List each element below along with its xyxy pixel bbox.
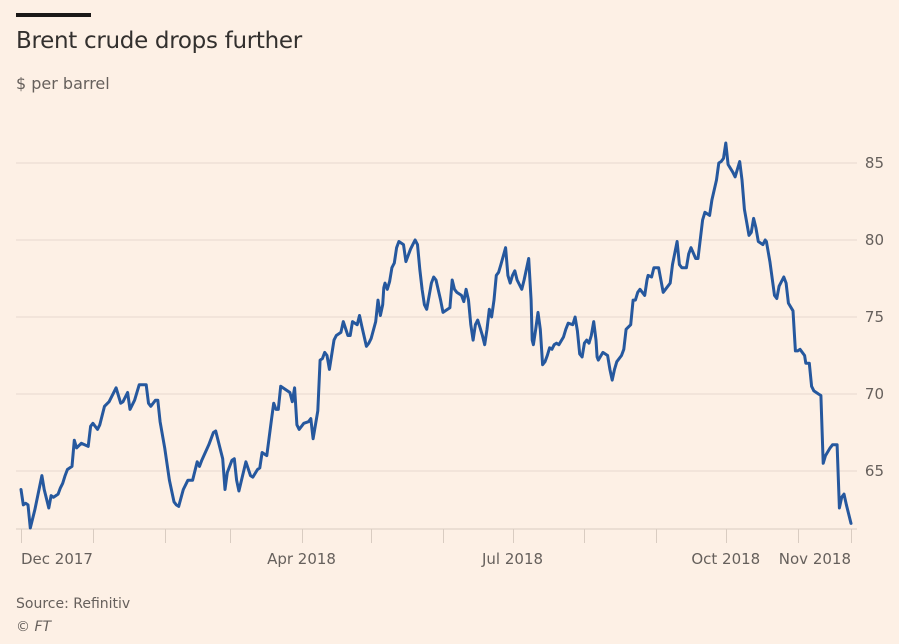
- y-tick-label-85: 85: [865, 154, 884, 172]
- y-tick-label-70: 70: [865, 385, 884, 403]
- series-layer: [19, 141, 853, 530]
- line-chart: 65 70 75 80 85 Dec 2017 Apr 2018 Jul 2018 Oct 2…: [16, 141, 884, 568]
- x-tick-label: Dec 2017: [21, 550, 93, 568]
- x-tick-label: Nov 2018: [779, 550, 851, 568]
- copyright-note: © FT: [16, 619, 52, 635]
- x-axis: Dec 2017 Apr 2018 Jul 2018 Oct 2018 Nov 2018: [16, 528, 857, 568]
- chart-subtitle: $ per barrel: [16, 74, 110, 93]
- chart-title: Brent crude drops further: [16, 28, 302, 54]
- series-line-brent: [19, 141, 853, 530]
- x-tick-label: Apr 2018: [267, 550, 336, 568]
- source-note: Source: Refinitiv: [16, 596, 131, 612]
- x-tick-label: Jul 2018: [481, 550, 543, 568]
- x-tick-label: Oct 2018: [691, 550, 760, 568]
- y-axis: 65 70 75 80 85: [865, 154, 884, 480]
- title-accent-bar: [16, 13, 91, 17]
- gridlines: [16, 162, 857, 472]
- y-tick-label-80: 80: [865, 231, 884, 249]
- y-tick-label-75: 75: [865, 308, 884, 326]
- y-tick-label-65: 65: [865, 462, 884, 480]
